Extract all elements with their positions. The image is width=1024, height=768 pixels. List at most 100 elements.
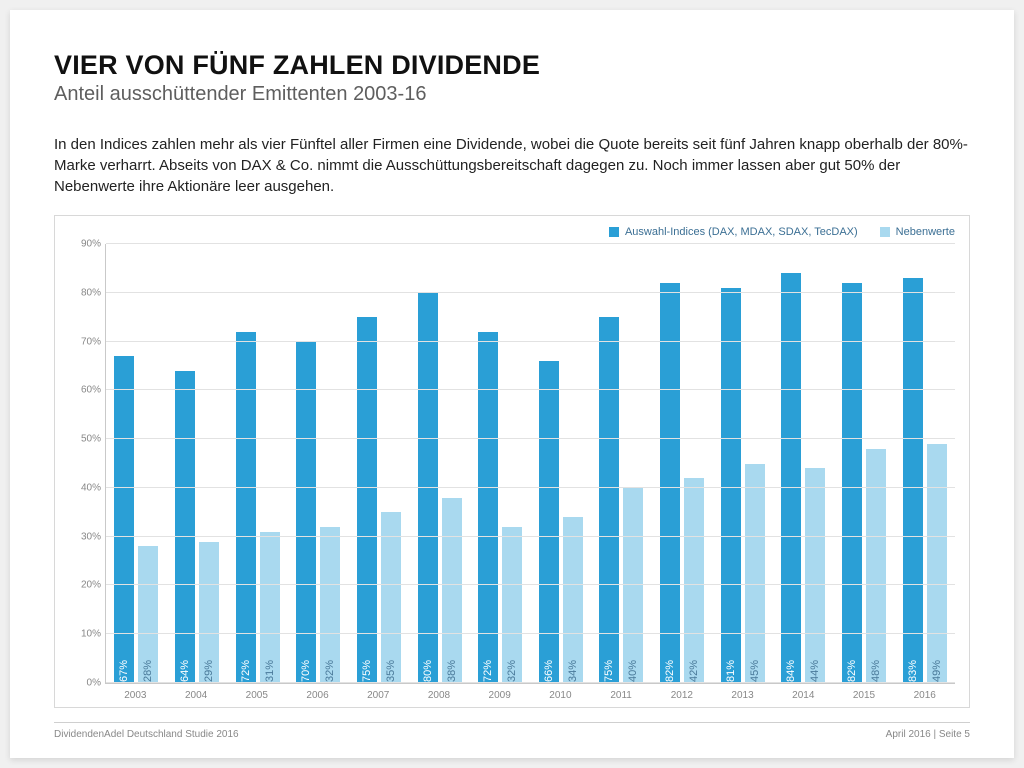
y-tick: 40% <box>81 482 101 493</box>
gridline <box>106 292 955 293</box>
x-tick: 2011 <box>591 684 652 701</box>
bar-value-label: 44% <box>809 660 821 682</box>
grid-area: 67%28% 64% 29% 72% 31% 70% 32% 75% 35% 80% 38% 72% 3… <box>105 244 955 683</box>
bar-group: 67%28% <box>106 244 167 683</box>
bar-group: 75% 35% <box>349 244 410 683</box>
bar-value-label: 32% <box>506 660 518 682</box>
bar-group: 64% 29% <box>167 244 228 683</box>
bar-value-label: 82% <box>846 660 858 682</box>
x-tick: 2008 <box>409 684 470 701</box>
bar-series-b: 34% <box>563 517 583 683</box>
bar-group: 66% 34% <box>530 244 591 683</box>
bar-value-label: 66% <box>543 660 555 682</box>
page-footer: DividendenAdel Deutschland Studie 2016 A… <box>54 722 970 740</box>
bar-series-a: 64% <box>175 371 195 683</box>
bar-series-a: 75% <box>357 317 377 683</box>
page-subtitle: Anteil ausschüttender Emittenten 2003-16 <box>54 83 970 106</box>
bar-series-a: 70% <box>296 342 316 683</box>
body-paragraph: In den Indices zahlen mehr als vier Fünf… <box>54 134 969 197</box>
x-tick: 2012 <box>651 684 712 701</box>
bar-series-b: 28% <box>138 546 158 683</box>
bar-series-b: 29% <box>199 542 219 683</box>
bar-series-b: 45% <box>745 464 765 684</box>
gridline <box>106 584 955 585</box>
bar-series-b: 32% <box>502 527 522 683</box>
bar-group: 80% 38% <box>409 244 470 683</box>
bar-series-a: 83% <box>903 278 923 683</box>
bar-series-a: 81% <box>721 288 741 683</box>
bar-series-a: 72% <box>478 332 498 683</box>
x-tick: 2004 <box>166 684 227 701</box>
bar-series-a: 84% <box>781 273 801 683</box>
gridline <box>106 341 955 342</box>
gridline <box>106 633 955 634</box>
y-tick: 80% <box>81 287 101 298</box>
bar-group: 82% 42% <box>652 244 713 683</box>
bars-row: 67%28% 64% 29% 72% 31% 70% 32% 75% 35% 80% 38% 72% 3… <box>106 244 955 683</box>
chart-legend: Auswahl-Indices (DAX, MDAX, SDAX, TecDAX… <box>69 226 955 238</box>
chart-container: Auswahl-Indices (DAX, MDAX, SDAX, TecDAX… <box>54 215 970 708</box>
bar-series-b: 38% <box>442 498 462 683</box>
bar-value-label: 31% <box>264 660 276 682</box>
y-tick: 20% <box>81 580 101 591</box>
footer-left: DividendenAdel Deutschland Studie 2016 <box>54 729 239 740</box>
bar-value-label: 32% <box>324 660 336 682</box>
bar-series-b: 35% <box>381 512 401 683</box>
bar-value-label: 83% <box>907 660 919 682</box>
x-axis: 2003200420052006200720082009201020112012… <box>105 683 955 701</box>
bar-value-label: 29% <box>203 660 215 682</box>
x-tick: 2010 <box>530 684 591 701</box>
footer-right: April 2016 | Seite 5 <box>886 729 970 740</box>
y-tick: 90% <box>81 239 101 250</box>
bar-group: 72% 31% <box>227 244 288 683</box>
y-tick: 50% <box>81 434 101 445</box>
legend-label-b: Nebenwerte <box>896 226 955 238</box>
bar-value-label: 80% <box>422 660 434 682</box>
bar-value-label: 84% <box>785 660 797 682</box>
y-axis: 0%10%20%30%40%50%60%70%80%90% <box>69 244 105 683</box>
bar-value-label: 28% <box>142 660 154 682</box>
legend-swatch-b <box>880 227 890 237</box>
bar-series-b: 31% <box>260 532 280 683</box>
y-tick: 70% <box>81 336 101 347</box>
legend-item-series-b: Nebenwerte <box>880 226 955 238</box>
gridline <box>106 487 955 488</box>
bar-series-a: 80% <box>418 293 438 683</box>
y-tick: 60% <box>81 385 101 396</box>
x-tick: 2009 <box>469 684 530 701</box>
chart-plot: 0%10%20%30%40%50%60%70%80%90% 67%28%64%2… <box>69 244 955 683</box>
slide-page: VIER VON FÜNF ZAHLEN DIVIDENDE Anteil au… <box>10 10 1014 758</box>
bar-series-b: 42% <box>684 478 704 683</box>
bar-series-a: 82% <box>842 283 862 683</box>
bar-group: 70% 32% <box>288 244 349 683</box>
x-tick: 2015 <box>834 684 895 701</box>
bar-series-a: 75% <box>599 317 619 683</box>
bar-value-label: 38% <box>446 660 458 682</box>
bar-value-label: 42% <box>688 660 700 682</box>
bar-group: 72% 32% <box>470 244 531 683</box>
bar-value-label: 82% <box>664 660 676 682</box>
bar-value-label: 81% <box>725 660 737 682</box>
bar-group: 75%40% <box>591 244 652 683</box>
bar-group: 83%49% <box>894 244 955 683</box>
x-tick: 2007 <box>348 684 409 701</box>
bar-series-a: 82% <box>660 283 680 683</box>
bar-value-label: 72% <box>240 660 252 682</box>
gridline <box>106 536 955 537</box>
x-tick: 2016 <box>894 684 955 701</box>
bar-group: 84% 44% <box>773 244 834 683</box>
bar-series-b: 44% <box>805 468 825 683</box>
bar-value-label: 35% <box>385 660 397 682</box>
bar-group: 81% 45% <box>712 244 773 683</box>
bar-value-label: 64% <box>179 660 191 682</box>
y-tick: 30% <box>81 531 101 542</box>
x-tick: 2006 <box>287 684 348 701</box>
legend-swatch-a <box>609 227 619 237</box>
y-tick: 0% <box>87 678 101 689</box>
gridline <box>106 389 955 390</box>
bar-value-label: 70% <box>300 660 312 682</box>
gridline <box>106 682 955 683</box>
x-tick: 2014 <box>773 684 834 701</box>
y-tick: 10% <box>81 629 101 640</box>
legend-item-series-a: Auswahl-Indices (DAX, MDAX, SDAX, TecDAX… <box>609 226 858 238</box>
